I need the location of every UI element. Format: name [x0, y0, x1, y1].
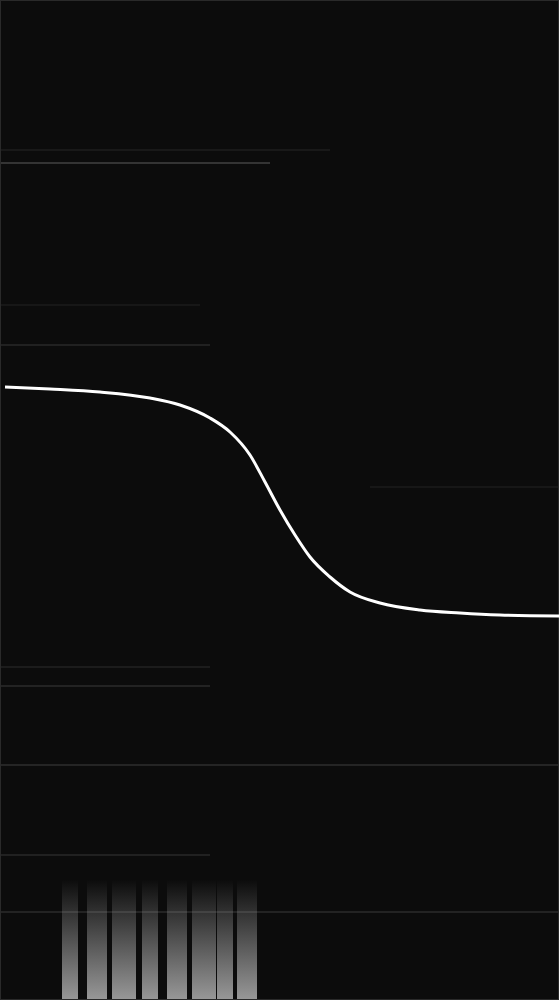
streak — [0, 344, 210, 346]
streak — [0, 685, 210, 687]
texture — [0, 150, 559, 1000]
streak — [0, 911, 559, 913]
bright-streak — [87, 880, 107, 1000]
bright-streak — [217, 880, 233, 1000]
streak — [0, 162, 270, 164]
curve — [5, 387, 559, 616]
background — [0, 0, 559, 1000]
streak — [0, 764, 559, 766]
streak — [0, 854, 210, 856]
bright-streak — [112, 880, 136, 1000]
streak — [0, 666, 210, 668]
bright-streak — [167, 880, 187, 1000]
bright-streak — [237, 880, 257, 1000]
bright-streak — [142, 880, 158, 1000]
streak — [370, 486, 559, 488]
streak — [0, 149, 330, 151]
bright-streak — [62, 880, 78, 1000]
streak — [0, 304, 200, 306]
plot-frame — [1, 1, 559, 1000]
bright-streak — [192, 880, 216, 1000]
chart — [0, 0, 559, 1000]
plot-area — [5, 387, 559, 616]
